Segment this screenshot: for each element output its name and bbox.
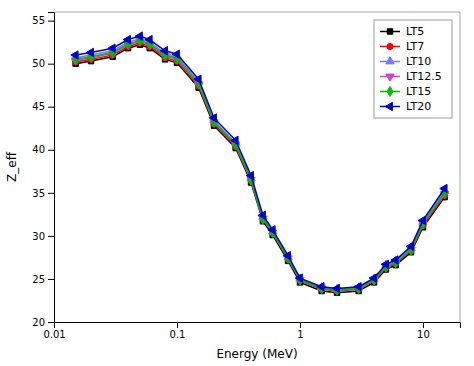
series-line xyxy=(76,41,445,290)
tick: 25 xyxy=(32,274,54,285)
y-axis: 20 25 30 35 40 45 50 55 xyxy=(32,13,54,328)
legend-item: LT20 xyxy=(380,100,431,113)
series-line xyxy=(76,40,445,290)
tick: 45 xyxy=(32,101,54,112)
point xyxy=(418,216,425,224)
point xyxy=(108,44,115,52)
tick: 35 xyxy=(32,188,54,199)
legend-item: LT10 xyxy=(380,55,431,68)
tick-mark xyxy=(48,64,54,65)
series xyxy=(73,40,448,294)
point xyxy=(295,274,302,282)
tick-mark xyxy=(48,193,54,194)
tick-label: 35 xyxy=(32,188,45,199)
legend-box xyxy=(374,20,452,118)
legend-label: LT20 xyxy=(406,100,431,113)
tick-label: 40 xyxy=(32,144,45,155)
point xyxy=(440,184,447,192)
tick-mark xyxy=(177,322,178,328)
legend-item: LT5 xyxy=(380,25,424,38)
tick-label: 55 xyxy=(32,15,45,26)
tick-mark xyxy=(48,279,54,280)
tick-label: 45 xyxy=(32,101,45,112)
point xyxy=(283,252,290,260)
series-line xyxy=(76,36,445,288)
point xyxy=(258,211,265,219)
tick: 20 xyxy=(32,317,54,328)
point xyxy=(123,35,130,43)
tick-mark xyxy=(48,150,54,151)
point xyxy=(135,32,142,40)
tick: 0.01 xyxy=(43,322,65,340)
tick: 55 xyxy=(32,15,54,26)
y-axis-title: Z_eff xyxy=(5,151,19,182)
point xyxy=(317,283,324,291)
legend-item: LT7 xyxy=(380,40,424,53)
point xyxy=(406,242,413,250)
chart: 0.01 0.1 1 10 20 25 30 35 40 45 50 55 Energy (MeV) Z_… xyxy=(0,0,474,366)
point xyxy=(194,75,201,83)
legend-label: LT7 xyxy=(406,40,424,53)
point xyxy=(391,256,398,264)
series xyxy=(73,42,447,295)
legend-marker xyxy=(386,57,394,64)
legend-marker xyxy=(385,102,392,110)
legend-label: LT5 xyxy=(406,25,424,38)
y-axis-line xyxy=(48,13,55,323)
point xyxy=(231,136,238,144)
tick-label: 0.1 xyxy=(170,329,186,340)
frame-top xyxy=(54,12,460,13)
point xyxy=(354,283,361,291)
legend-item: LT12.5 xyxy=(380,70,442,83)
point xyxy=(71,51,78,59)
series-line xyxy=(76,39,445,290)
x-axis: 0.01 0.1 1 10 xyxy=(43,322,460,340)
tick-label: 20 xyxy=(32,317,45,328)
series xyxy=(73,35,448,295)
x-axis-line xyxy=(55,323,461,329)
tick-mark xyxy=(300,322,301,328)
legend-label: LT15 xyxy=(406,85,431,98)
series xyxy=(71,39,448,295)
tick-label: 25 xyxy=(32,274,45,285)
point xyxy=(246,171,253,179)
legend-marker xyxy=(387,29,392,34)
tick-mark xyxy=(423,322,424,328)
legend-item: LT15 xyxy=(380,85,431,98)
tick: 40 xyxy=(32,144,54,155)
tick-label: 0.01 xyxy=(43,329,65,340)
point xyxy=(268,226,275,234)
legend: LT5 LT7 LT10 LT12.5 LT15 LT20 xyxy=(374,20,452,118)
tick-label: 50 xyxy=(32,58,45,69)
tick-mark xyxy=(48,322,54,323)
point xyxy=(172,50,179,58)
frame-right xyxy=(460,12,461,322)
point xyxy=(369,274,376,282)
point xyxy=(209,114,216,122)
legend-marker xyxy=(387,86,393,96)
x-axis-title: Energy (MeV) xyxy=(216,347,297,361)
tick-mark xyxy=(48,236,54,237)
point xyxy=(332,284,339,292)
plot: 0.01 0.1 1 10 20 25 30 35 40 45 50 55 Energy (MeV) Z_… xyxy=(5,12,461,361)
legend-marker xyxy=(386,74,394,81)
tick: 0.1 xyxy=(170,322,186,340)
tick-mark xyxy=(48,21,54,22)
tick: 50 xyxy=(32,58,54,69)
series-line xyxy=(76,43,445,291)
legend-label: LT12.5 xyxy=(406,70,442,83)
tick: 1 xyxy=(297,322,303,340)
point xyxy=(145,35,152,43)
point xyxy=(86,48,93,56)
tick-label: 1 xyxy=(297,329,303,340)
tick: 30 xyxy=(32,231,54,242)
tick-label: 30 xyxy=(32,231,45,242)
legend-label: LT10 xyxy=(406,55,431,68)
point xyxy=(381,260,388,268)
point xyxy=(160,47,167,55)
legend-marker xyxy=(387,43,393,49)
tick-mark xyxy=(48,107,54,108)
tick: 10 xyxy=(417,322,430,340)
tick-label: 10 xyxy=(417,329,430,340)
